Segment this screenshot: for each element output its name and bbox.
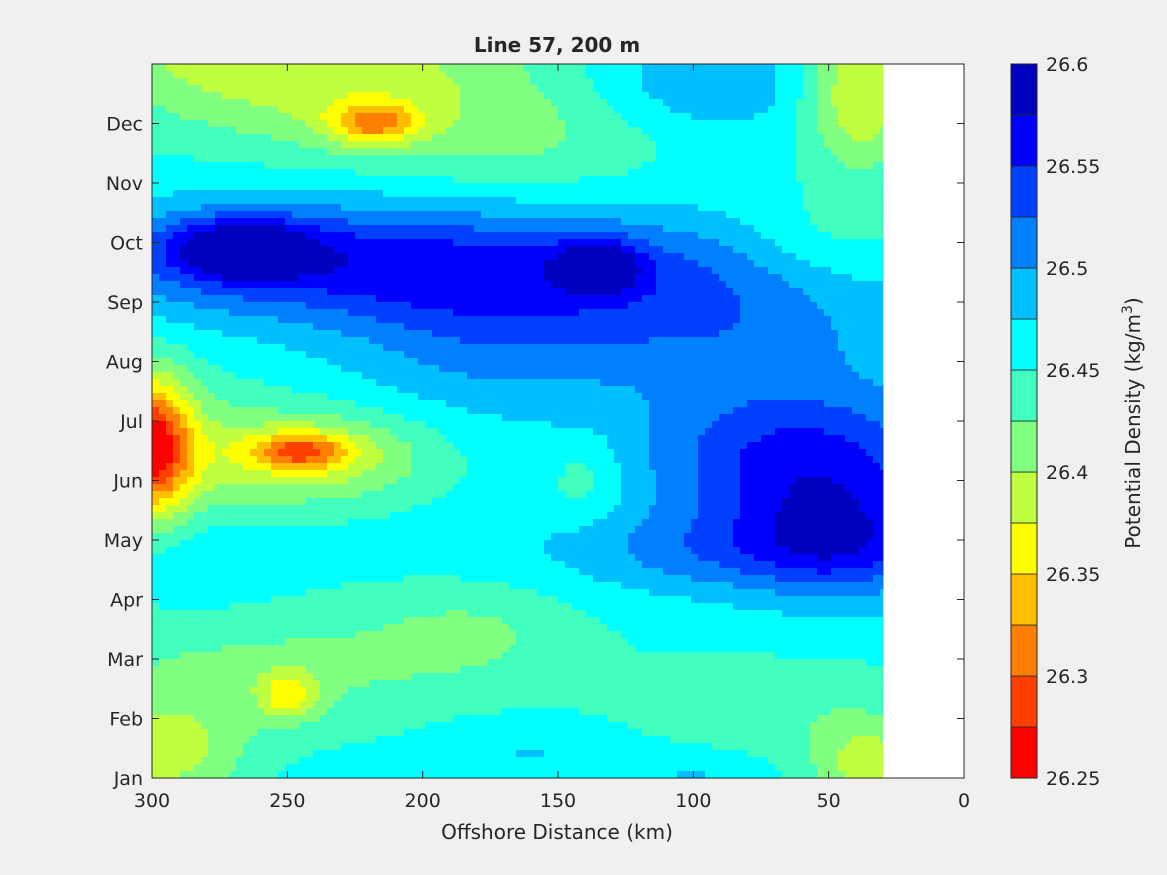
colorbar-swatch xyxy=(1010,420,1038,473)
colorbar-swatch xyxy=(1010,114,1038,167)
density-contour-field xyxy=(152,64,884,779)
x-axis-label: Offshore Distance (km) xyxy=(441,820,673,844)
y-tick-label: Jan xyxy=(113,768,143,790)
axes: 300 250 200 150 100 50 0 Jan Feb Mar Apr May Jun Jul A… xyxy=(104,63,970,812)
colorbar-swatch xyxy=(1010,726,1038,779)
y-tick-label: Jun xyxy=(112,471,143,493)
y-tick-label: Feb xyxy=(109,709,143,731)
y-tick-label: Nov xyxy=(106,173,143,195)
y-tick-label: Sep xyxy=(107,292,143,314)
colorbar-swatch xyxy=(1010,624,1038,677)
colorbar-swatch xyxy=(1010,63,1038,116)
x-tick-label: 100 xyxy=(675,790,711,812)
colorbar-swatch xyxy=(1010,216,1038,269)
colorbar-tick-label: 26.45 xyxy=(1046,360,1100,382)
colorbar-tick-label: 26.55 xyxy=(1046,156,1100,178)
y-tick-label: Oct xyxy=(110,233,143,255)
colorbar-swatch xyxy=(1010,318,1038,371)
colorbar-swatch xyxy=(1010,522,1038,575)
colorbar-label: Potential Density (kg/m3) xyxy=(1120,297,1145,548)
colorbar-tick-label: 26.4 xyxy=(1046,462,1088,484)
colorbar-tick-label: 26.35 xyxy=(1046,564,1100,586)
y-tick-label: May xyxy=(104,530,143,552)
x-tick-label: 150 xyxy=(540,790,576,812)
colorbar: 26.25 26.3 26.35 26.4 26.45 26.5 26.55 26.6 xyxy=(1010,54,1100,790)
colorbar-tick-label: 26.5 xyxy=(1046,258,1088,280)
y-tick-label: Apr xyxy=(110,590,143,612)
colorbar-swatch xyxy=(1010,165,1038,218)
chart-title: Line 57, 200 m xyxy=(474,33,640,57)
colorbar-tick-label: 26.3 xyxy=(1046,666,1088,688)
y-tick-label: Aug xyxy=(106,352,143,374)
colorbar-swatch xyxy=(1010,675,1038,728)
x-tick-label: 200 xyxy=(405,790,441,812)
colorbar-tick-label: 26.6 xyxy=(1046,54,1088,76)
colorbar-swatch xyxy=(1010,471,1038,524)
x-tick-label: 0 xyxy=(958,790,970,812)
y-tick-label: Dec xyxy=(106,114,143,136)
y-tick-label: Mar xyxy=(107,649,143,671)
colorbar-swatch xyxy=(1010,267,1038,320)
colorbar-tick-label: 26.25 xyxy=(1046,768,1100,790)
colorbar-swatch xyxy=(1010,573,1038,626)
x-tick-label: 250 xyxy=(269,790,305,812)
colorbar-swatch xyxy=(1010,369,1038,422)
x-tick-label: 50 xyxy=(817,790,841,812)
x-tick-label: 300 xyxy=(134,790,170,812)
y-tick-label: Jul xyxy=(119,411,143,433)
